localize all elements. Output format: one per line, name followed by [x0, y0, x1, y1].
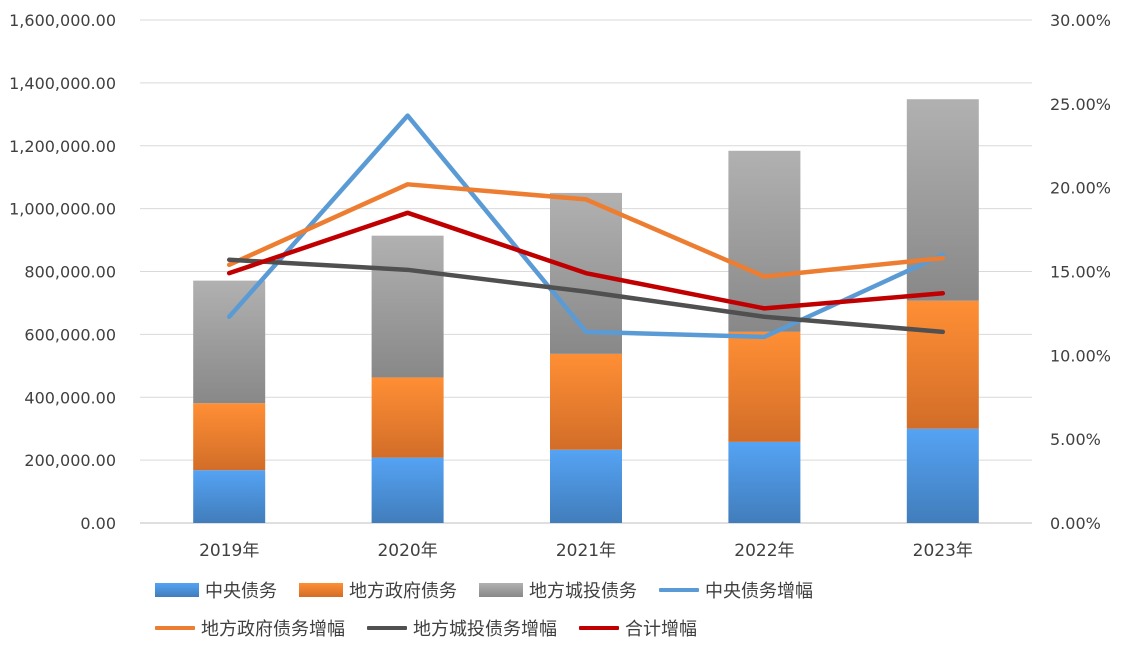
- legend-item: 地方城投债务: [479, 578, 637, 602]
- right-tick-label: 15.00%: [1050, 263, 1111, 282]
- legend-item: 中央债务: [155, 578, 277, 602]
- left-axis-ticks: 0.00 200,000.00 400,000.00 600,000.00 800,00…: [9, 11, 116, 533]
- bar-中央债务: [728, 441, 801, 523]
- x-category-label: 2021年: [556, 541, 616, 561]
- bar-地方政府债务: [550, 353, 622, 450]
- legend-label: 地方城投债务: [529, 581, 637, 602]
- legend-item: 地方城投债务增幅: [367, 616, 557, 640]
- legend-item: 地方政府债务: [299, 578, 457, 602]
- chart-svg: 0.00 200,000.00 400,000.00 600,000.00 800,00…: [9, 11, 1111, 561]
- left-tick-label: 1,200,000.00: [9, 137, 116, 156]
- right-tick-label: 20.00%: [1050, 179, 1111, 198]
- left-tick-label: 1,400,000.00: [9, 74, 116, 93]
- bar-地方城投债务: [906, 99, 979, 301]
- x-category-label: 2019年: [199, 541, 259, 561]
- bar-中央债务: [371, 457, 444, 523]
- bar-地方政府债务: [371, 377, 444, 458]
- x-category-label: 2020年: [377, 541, 437, 561]
- legend-item: 地方政府债务增幅: [155, 616, 345, 640]
- legend-swatch: [579, 626, 619, 630]
- bar-地方城投债务: [371, 235, 444, 378]
- legend-item: 中央债务增幅: [659, 578, 813, 602]
- legend-label: 合计增幅: [625, 619, 697, 640]
- bar-中央债务: [906, 428, 979, 523]
- bar-中央债务: [193, 470, 266, 523]
- bar-地方政府债务: [728, 331, 801, 442]
- legend-label: 中央债务增幅: [705, 581, 813, 602]
- left-tick-label: 600,000.00: [24, 325, 116, 344]
- bar-地方政府债务: [906, 300, 979, 429]
- lines: [226, 113, 946, 340]
- line-中央债务增幅: [226, 113, 946, 340]
- legend-swatch: [155, 626, 195, 630]
- bar-地方政府债务: [193, 403, 266, 471]
- right-tick-label: 5.00%: [1050, 430, 1101, 449]
- legend-swatch: [367, 626, 407, 630]
- legend-label: 地方城投债务增幅: [413, 619, 557, 640]
- x-axis-categories: 2019年 2020年 2021年 2022年 2023年: [199, 541, 973, 561]
- right-tick-label: 0.00%: [1050, 514, 1101, 533]
- bars: [193, 99, 979, 523]
- left-tick-label: 200,000.00: [24, 451, 116, 470]
- right-tick-label: 25.00%: [1050, 95, 1111, 114]
- line-地方城投债务增幅: [226, 257, 946, 335]
- legend: 中央债务 地方政府债务 地方城投债务 中央债务增幅地方政府债务增幅 地方城投债务增幅 合计…: [155, 578, 975, 640]
- x-category-label: 2022年: [734, 541, 794, 561]
- bar-地方城投债务: [193, 280, 266, 404]
- left-tick-label: 1,600,000.00: [9, 11, 116, 30]
- legend-swatch: [659, 588, 699, 592]
- legend-label: 地方政府债务: [349, 581, 457, 602]
- legend-item: 合计增幅: [579, 616, 697, 640]
- line-合计增幅: [226, 210, 946, 311]
- line-地方政府债务增幅: [226, 182, 946, 279]
- right-tick-label: 30.00%: [1050, 11, 1111, 30]
- legend-label: 中央债务: [205, 581, 277, 602]
- legend-label: 地方政府债务增幅: [201, 619, 345, 640]
- left-tick-label: 800,000.00: [24, 263, 116, 282]
- legend-swatch: [155, 583, 199, 597]
- x-category-label: 2023年: [913, 541, 973, 561]
- right-tick-label: 10.00%: [1050, 346, 1111, 365]
- right-axis-ticks: 0.00% 5.00% 10.00% 15.00% 20.00% 25.00% 30.00%: [1050, 11, 1111, 533]
- legend-swatch: [299, 583, 343, 597]
- left-tick-label: 400,000.00: [24, 388, 116, 407]
- left-tick-label: 1,000,000.00: [9, 200, 116, 219]
- bar-中央债务: [550, 449, 622, 523]
- legend-swatch: [479, 583, 523, 597]
- left-tick-label: 0.00: [80, 514, 116, 533]
